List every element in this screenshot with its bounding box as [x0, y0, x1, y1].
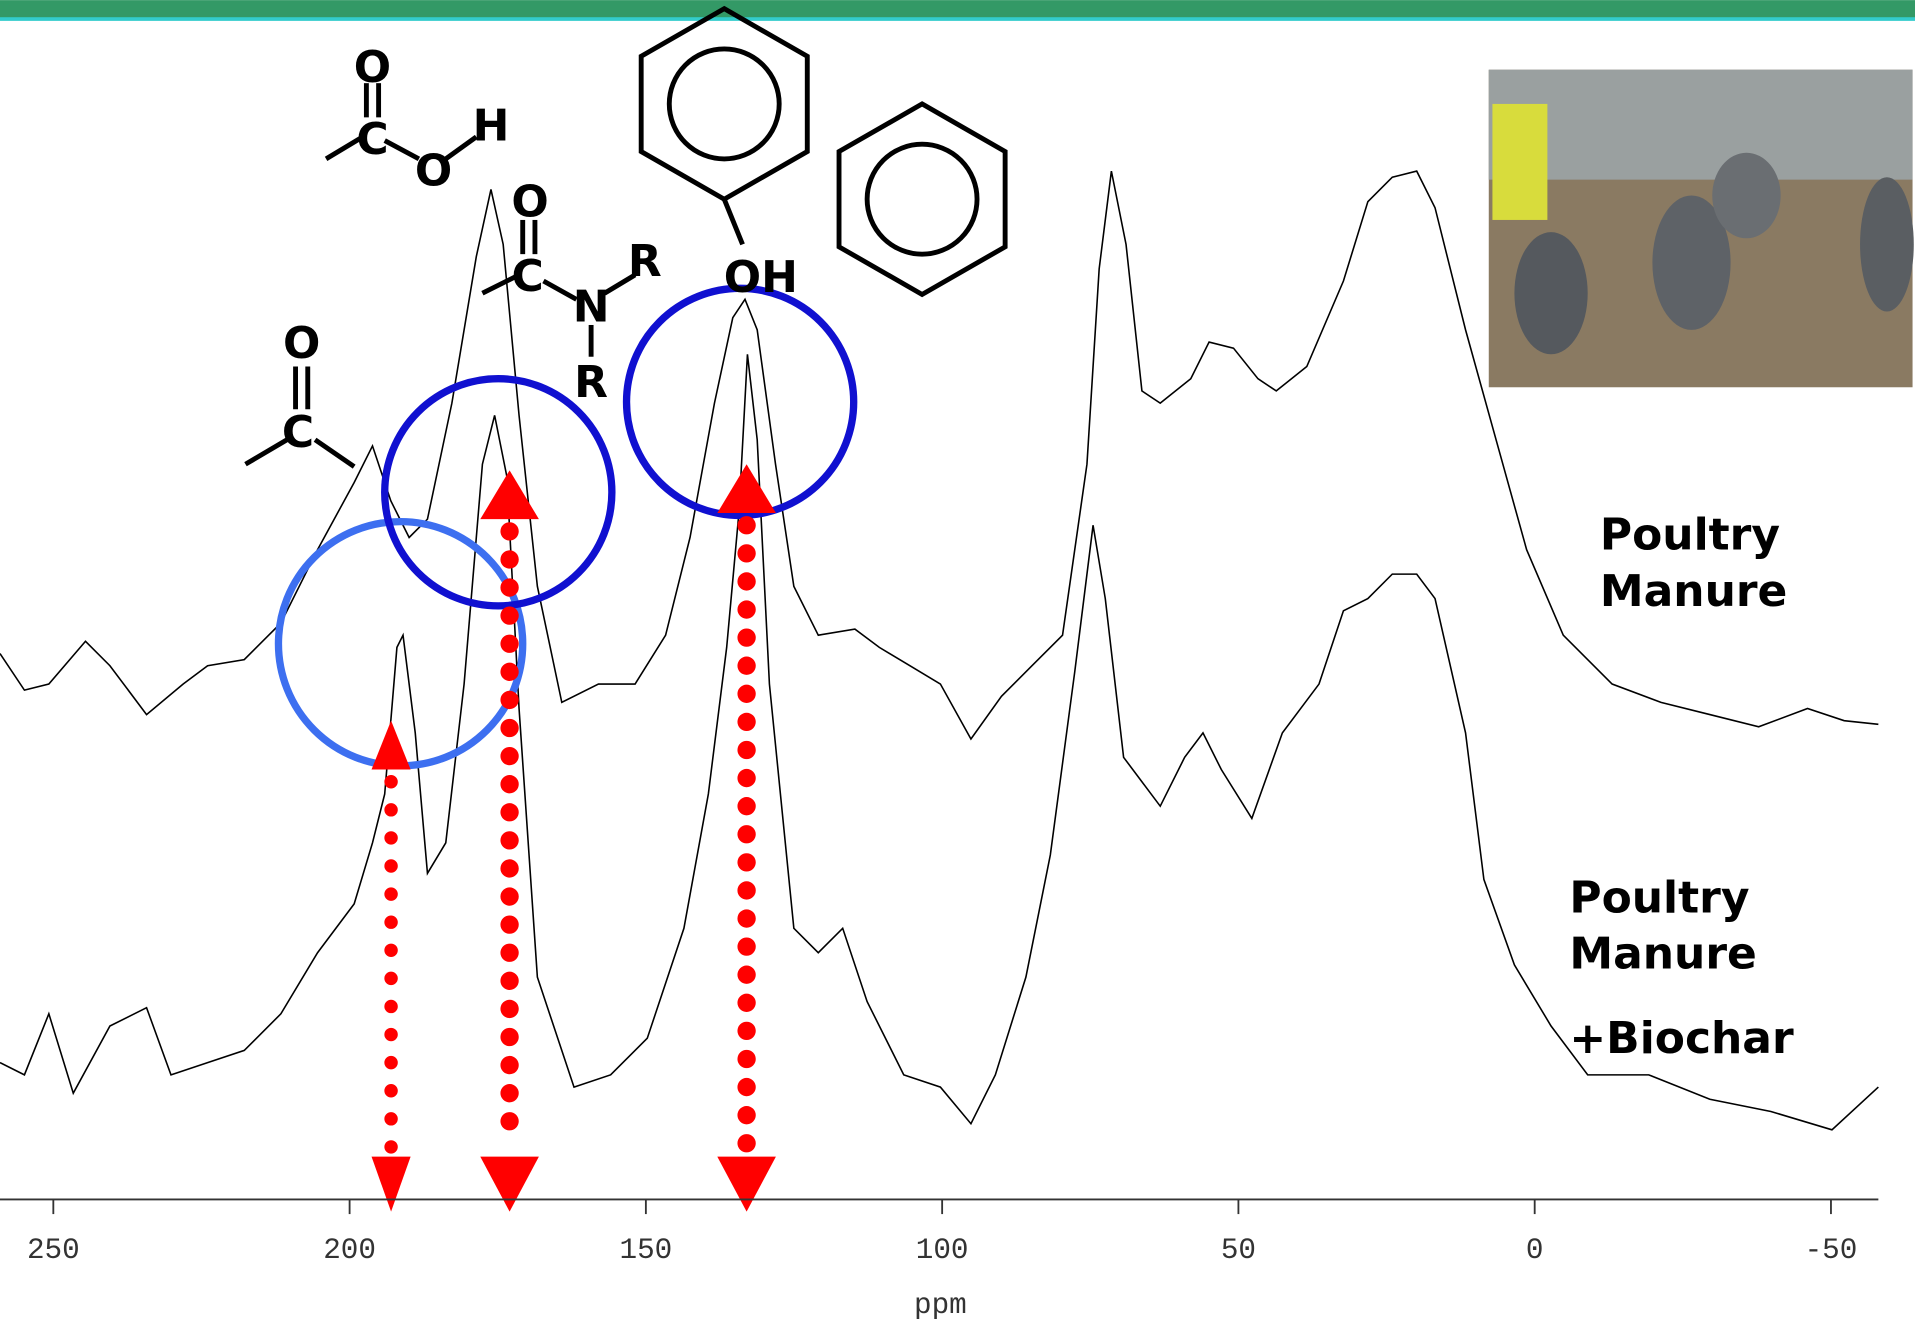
highlight-circle: [381, 375, 616, 610]
x-tick-label: 100: [916, 1234, 969, 1267]
trace-label: Manure: [1600, 566, 1787, 617]
structure-atom: H: [473, 101, 510, 152]
structure-atom: R: [628, 236, 662, 287]
structure-atom: O: [511, 176, 548, 227]
peak-marker: [717, 464, 776, 1212]
structure-atom: N: [573, 281, 610, 332]
x-tick-label: -50: [1805, 1234, 1858, 1267]
structure-atom: O: [415, 146, 452, 197]
x-tick-label: 150: [619, 1234, 672, 1267]
photo: [1488, 69, 1914, 388]
arrow-head-down: [480, 1156, 539, 1212]
arrow-head-down: [717, 1156, 776, 1212]
arrow-head-up: [480, 470, 539, 520]
x-tick-label: 200: [323, 1234, 376, 1267]
structure-atom: R: [574, 357, 608, 408]
header-bar: [0, 0, 1915, 20]
peak-marker: [480, 470, 539, 1212]
highlight-circle: [274, 517, 527, 770]
structure-atom: C: [356, 114, 388, 165]
structure-atom: C: [511, 251, 543, 302]
peak-marker: [371, 720, 411, 1212]
arrow-head-up: [371, 720, 411, 770]
structure-atom: OH: [724, 252, 798, 303]
trace-label: Poultry: [1569, 872, 1749, 923]
x-tick-label: 250: [27, 1234, 80, 1267]
trace-label: Poultry: [1600, 510, 1780, 561]
plot: 250 200 150 100 50 0 -50: [27, 464, 1857, 1267]
structure-atom: O: [283, 318, 320, 369]
structure-atom: C: [282, 407, 314, 458]
x-tick-label: 0: [1526, 1234, 1544, 1267]
structure-bonds: [244, 5, 1008, 469]
highlight-circle: [622, 284, 858, 520]
x-axis-label: ppm: [914, 1289, 967, 1322]
x-tick-label: 50: [1221, 1234, 1256, 1267]
spectrum-poultry-manure: [0, 170, 1879, 741]
header-rule: [0, 17, 1915, 21]
arrow-head-down: [371, 1156, 411, 1212]
spectrum-poultry-manure-biochar: [0, 354, 1879, 1131]
trace-label: +Biochar: [1569, 1013, 1794, 1064]
structure-atom: O: [354, 42, 391, 93]
arrow-head-up: [717, 464, 776, 514]
annotations: OCOHOCNRROCOHPoultryManurePoultryManure+…: [282, 42, 1794, 1064]
trace-label: Manure: [1569, 929, 1756, 980]
